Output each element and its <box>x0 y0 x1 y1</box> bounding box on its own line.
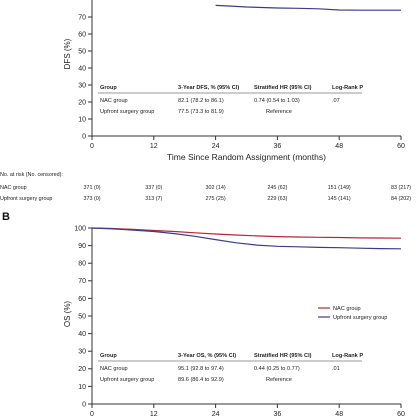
os-legend-label: Upfront surgery group <box>333 315 387 321</box>
os-legend-label: NAC group <box>333 306 361 312</box>
dfs-table-header: 3-Year DFS, % (95% CI) <box>178 85 239 91</box>
at-risk-title: No. at risk (No. censored): <box>0 172 63 178</box>
os-y-tick-label: 90 <box>78 243 86 250</box>
os-series-line <box>91 227 402 239</box>
os-x-tick-label: 48 <box>335 411 343 418</box>
os-table-cell: NAC group <box>100 366 128 372</box>
at-risk-group: NAC group <box>0 185 27 191</box>
dfs-table-cell: NAC group <box>100 98 128 104</box>
dfs-table-header: Group <box>100 85 117 91</box>
os-y-tick-label: 20 <box>78 366 86 373</box>
os-table-cell: 89.6 (86.4 to 92.9) <box>178 377 224 383</box>
os-table-cell: Reference <box>266 377 292 383</box>
dfs-x-tick-label: 60 <box>397 143 405 150</box>
dfs-y-tick-label: 70 <box>78 14 86 21</box>
os-x-tick-label: 0 <box>90 411 94 418</box>
dfs-x-tick-label: 48 <box>335 143 343 150</box>
os-y-tick-label: 80 <box>78 261 86 268</box>
dfs-series-line <box>215 4 401 11</box>
os-y-tick-label: 60 <box>78 296 86 303</box>
os-table-cell: 95.1 (92.8 to 97.4) <box>178 366 224 372</box>
dfs-table-header: Stratified HR (95% CI) <box>254 85 312 91</box>
os-panel-label: B <box>2 211 10 223</box>
os-x-tick-label: 36 <box>274 411 282 418</box>
at-risk-value: 245 (62) <box>267 185 287 191</box>
os-table-cell: Upfront surgery group <box>100 377 154 383</box>
at-risk-value: 83 (217) <box>391 185 411 191</box>
dfs-y-tick-label: 30 <box>78 82 86 89</box>
at-risk-value: 371 (0) <box>83 185 100 191</box>
os-table-header: Log-Rank P <box>332 353 363 359</box>
dfs-x-tick-label: 36 <box>274 143 282 150</box>
dfs-table-cell: 82.1 (78.2 to 86.1) <box>178 98 224 104</box>
os-x-tick-label: 60 <box>397 411 405 418</box>
at-risk-value: 313 (7) <box>145 196 162 202</box>
at-risk-value: 373 (0) <box>83 196 100 202</box>
dfs-y-axis-title: DFS (%) <box>63 38 72 69</box>
os-series-line <box>91 227 402 250</box>
os-table-header: Stratified HR (95% CI) <box>254 353 312 359</box>
dfs-x-tick-label: 24 <box>212 143 220 150</box>
os-table-header: 3-Year OS, % (95% CI) <box>178 353 236 359</box>
dfs-table-cell: 77.5 (73.3 to 81.9) <box>178 109 224 115</box>
dfs-table-cell: Upfront surgery group <box>100 109 154 115</box>
dfs-table-cell: 0.74 (0.54 to 1.03) <box>254 98 300 104</box>
at-risk-value: 337 (0) <box>145 185 162 191</box>
os-x-tick-label: 12 <box>150 411 158 418</box>
os-y-tick-label: 100 <box>74 225 86 232</box>
os-y-tick-label: 0 <box>82 401 86 408</box>
os-y-axis-title: OS (%) <box>63 301 72 328</box>
os-table-header: Group <box>100 353 117 359</box>
at-risk-value: 275 (25) <box>206 196 226 202</box>
at-risk-group: Upfront surgery group <box>0 196 52 202</box>
dfs-table-cell: Reference <box>266 109 292 115</box>
dfs-x-axis-title: Time Since Random Assignment (months) <box>167 152 326 162</box>
os-y-tick-label: 30 <box>78 349 86 356</box>
os-y-tick-label: 70 <box>78 278 86 285</box>
dfs-y-tick-label: 10 <box>78 116 86 123</box>
dfs-y-tick-label: 50 <box>78 48 86 55</box>
at-risk-value: 145 (141) <box>328 196 351 202</box>
at-risk-value: 84 (202) <box>391 196 411 202</box>
at-risk-value: 302 (14) <box>206 185 226 191</box>
dfs-table-header: Log-Rank P <box>332 85 363 91</box>
os-table-cell: .01 <box>332 366 340 372</box>
at-risk-value: 151 (149) <box>328 185 351 191</box>
os-table-cell: 0.44 (0.25 to 0.77) <box>254 366 300 372</box>
dfs-x-tick-label: 0 <box>90 143 94 150</box>
dfs-table-cell: .07 <box>332 98 340 104</box>
os-y-tick-label: 50 <box>78 313 86 320</box>
at-risk-value: 229 (63) <box>267 196 287 202</box>
dfs-y-tick-label: 60 <box>78 31 86 38</box>
dfs-y-tick-label: 40 <box>78 65 86 72</box>
dfs-x-tick-label: 12 <box>150 143 158 150</box>
dfs-y-tick-label: 20 <box>78 99 86 106</box>
os-x-tick-label: 24 <box>212 411 220 418</box>
dfs-y-tick-label: 0 <box>82 133 86 140</box>
os-y-tick-label: 40 <box>78 331 86 338</box>
os-y-tick-label: 10 <box>78 384 86 391</box>
